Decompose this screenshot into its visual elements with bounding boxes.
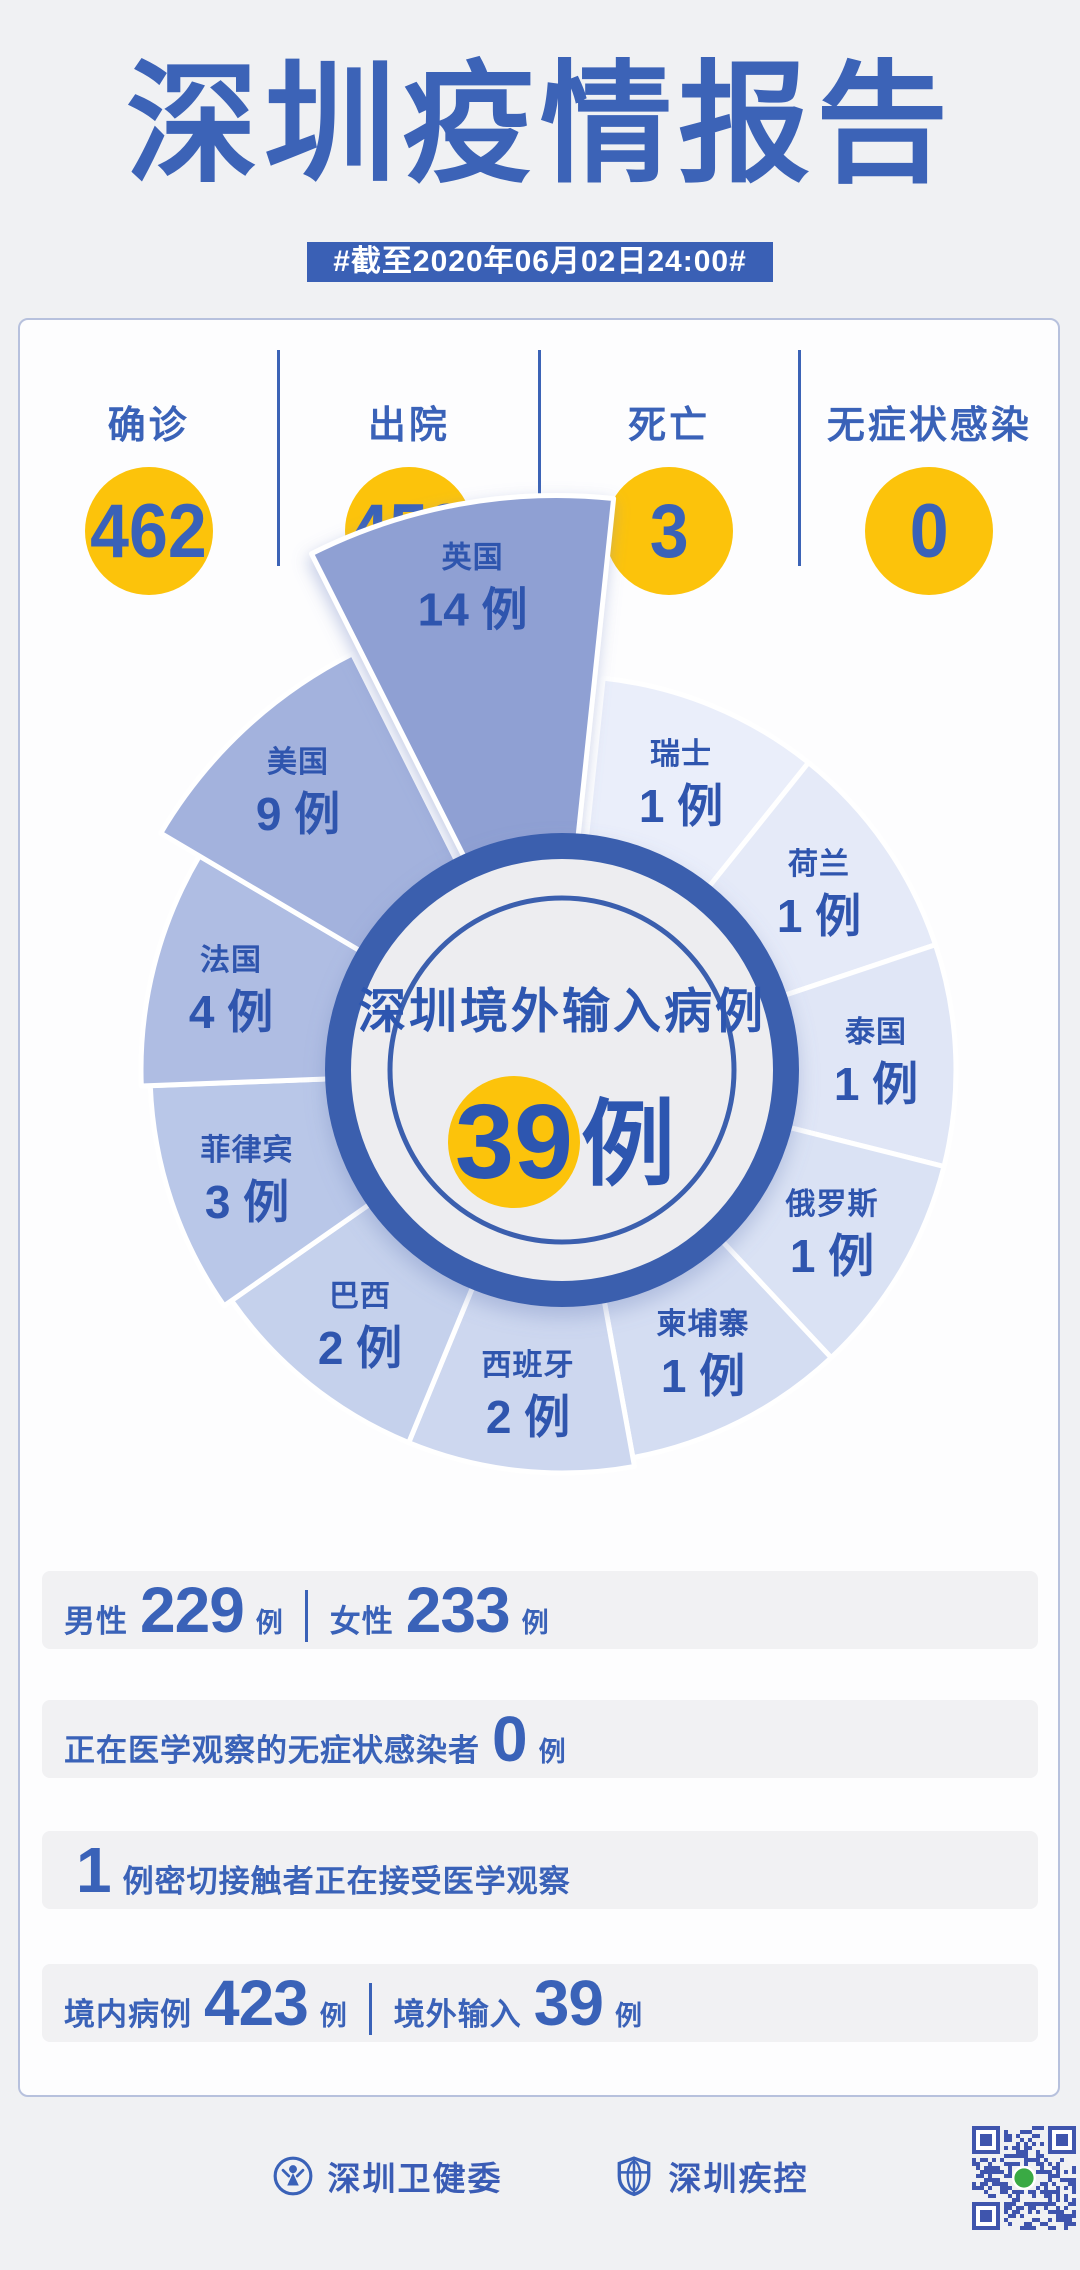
report-date-badge: #截至2020年06月02日24:00#: [307, 242, 773, 282]
qr-code: [972, 2126, 1076, 2230]
stat-value-circle: 462: [84, 467, 213, 595]
row-0-part-0: 男性: [64, 1604, 128, 1639]
row-3-part-4: 境外输入: [393, 1997, 522, 2032]
footer-org-name: 深圳疾控: [668, 2160, 809, 2197]
row-0-part-2: 例: [255, 1608, 283, 1638]
slice-value-label-1: 1 例: [777, 890, 861, 942]
qr-center-logo: [1014, 2168, 1034, 2188]
slice-category-label-6: 巴西: [329, 1280, 391, 1313]
row-1-part-2: 例: [538, 1737, 566, 1767]
slice-value-label-2: 1 例: [834, 1058, 918, 1110]
detail-row-3: 境内病例 423 例 境外输入 39 例: [42, 1964, 1038, 2042]
row-3-part-1: 423: [204, 1967, 309, 2039]
stat-label: 无症状感染: [826, 405, 1032, 447]
row-3-part-2: 例: [319, 2001, 347, 2031]
chart-center-value-circle: [448, 1076, 580, 1208]
slice-value-label-4: 1 例: [661, 1350, 745, 1402]
footer-org-0: 深圳卫健委: [272, 2152, 503, 2200]
slice-category-label-2: 泰国: [845, 1016, 907, 1049]
stat-2: 死亡 3: [541, 350, 798, 595]
slice-value-label-0: 1 例: [639, 780, 723, 832]
slice-category-label-3: 俄罗斯: [785, 1188, 879, 1221]
slice-category-label-8: 法国: [200, 944, 262, 977]
stat-label: 死亡: [628, 405, 711, 447]
stat-value: 462: [90, 488, 207, 574]
slice-category-label-1: 荷兰: [788, 848, 850, 881]
stat-divider: [537, 350, 541, 566]
slice-category-label-4: 柬埔寨: [657, 1307, 750, 1341]
slice-value-label-8: 4 例: [189, 986, 273, 1038]
page-title: 深圳疫情报告: [126, 51, 954, 198]
row-divider: [368, 1983, 372, 2035]
chart-center-ring: [325, 833, 799, 1307]
footer-orgs: 深圳卫健委 深圳疾控: [0, 2152, 1080, 2200]
slice-value-label-10: 14 例: [418, 584, 528, 636]
row-divider: [304, 1590, 308, 1642]
row-3-part-0: 境内病例: [64, 1997, 192, 2032]
stat-divider: [797, 350, 801, 566]
slice-category-label-10: 英国: [442, 542, 504, 575]
slice-category-label-0: 瑞士: [650, 738, 712, 771]
stat-label: 确诊: [107, 405, 190, 447]
detail-row-0: 男性 229 例 女性 233 例: [42, 1571, 1038, 1649]
report-date-badge-wrap: #截至2020年06月02日24:00#: [0, 242, 1080, 282]
row-0-part-6: 例: [521, 1608, 549, 1638]
row-1-part-0: 正在医学观察的无症状感染者: [64, 1733, 480, 1768]
row-1-part-1: 0: [492, 1703, 528, 1775]
detail-row-2: 1 例密切接触者正在接受医学观察: [42, 1831, 1038, 1909]
row-3-part-5: 39: [533, 1967, 604, 2039]
slice-value-label-5: 2 例: [486, 1391, 570, 1443]
slice-category-label-5: 西班牙: [482, 1349, 575, 1382]
chart-center-unit: 例: [581, 1092, 675, 1197]
slice-value-label-6: 2 例: [318, 1322, 402, 1374]
row-0-part-5: 233: [405, 1574, 511, 1646]
chart-center-inner-ring: [387, 895, 737, 1245]
chart-center-title: 深圳境外输入病例: [358, 986, 766, 1039]
stat-0: 确诊 462: [20, 350, 277, 595]
footer-org-1: 深圳疾控: [613, 2152, 809, 2200]
stat-label: 出院: [367, 405, 450, 447]
stat-value-circle: 3: [605, 467, 734, 595]
footer-org-name: 深圳卫健委: [327, 2160, 503, 2197]
detail-row-1: 正在医学观察的无症状感染者 0 例: [42, 1700, 1038, 1778]
row-3-part-6: 例: [614, 2001, 642, 2031]
row-2-part-0: 1: [76, 1834, 112, 1906]
slice-category-label-9: 美国: [267, 745, 329, 779]
chart-center-value: 39: [455, 1083, 573, 1201]
stat-value: 0: [909, 488, 949, 574]
slice-value-label-7: 3 例: [205, 1176, 289, 1228]
slice-category-label-7: 菲律宾: [201, 1134, 294, 1167]
rose-center: 深圳境外输入病例 39 例: [325, 833, 799, 1307]
row-0-part-4: 女性: [329, 1604, 394, 1639]
stat-value: 3: [649, 488, 689, 574]
stat-value-circle: 0: [865, 467, 994, 595]
stat-3: 无症状感染 0: [801, 350, 1058, 595]
shield-globe-icon: [617, 2156, 650, 2197]
row-2-part-1: 例密切接触者正在接受医学观察: [122, 1864, 571, 1899]
slice-value-label-3: 1 例: [790, 1230, 874, 1282]
person-circle-icon: [273, 2156, 312, 2196]
stat-divider: [277, 350, 281, 566]
slice-value-label-9: 9 例: [256, 788, 340, 840]
row-0-part-1: 229: [140, 1574, 245, 1646]
